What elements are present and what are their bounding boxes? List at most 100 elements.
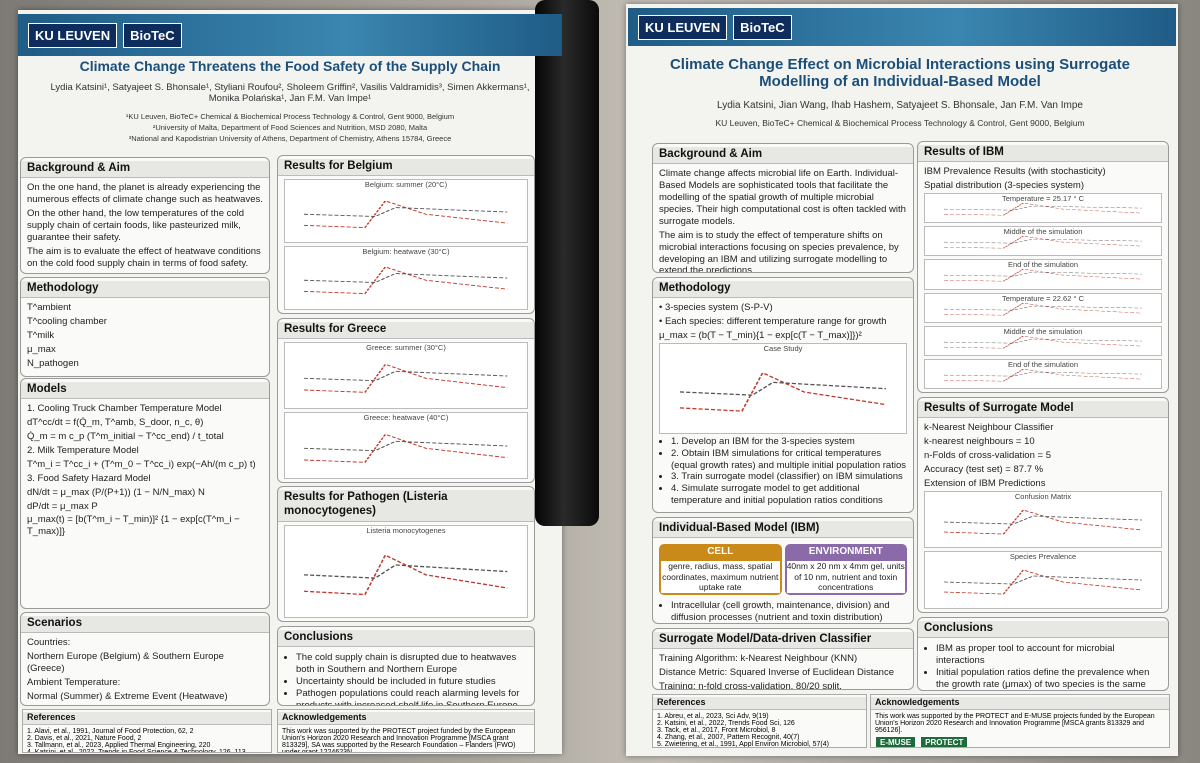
plot-area: Temperature = 25.17 ° C Middle of the sim… [924,193,1162,389]
reference: 3. Tack, et al., 2017, Front Microbiol, … [657,727,776,734]
section-text: dT^cc/dt = f(Q̇_m, T^amb, S_door, n_c, θ… [27,417,204,429]
plot-area: Greece: summer (30°C) Greece: heatwave (4… [284,342,528,479]
plot: Case Study [659,343,907,434]
plot-title: Temperature = 25.17 ° C [1001,194,1084,204]
section-text: dP/dt = μ_max P [27,500,98,512]
bullet-list: 1. Develop an IBM for the 3-species syst… [659,436,907,507]
authors: Lydia Katsini¹, Satyajeet S. Bhonsale¹, … [50,82,530,104]
plot-area: Listeria monocytogenes [284,524,528,618]
section-text: μ_max [27,344,56,355]
bullet-item: IBM as proper tool to account for microb… [936,643,1162,667]
authors: Lydia Katsini, Jian Wang, Ihab Hashem, S… [717,100,1083,111]
references-heading: References [23,712,271,725]
section-text: T^milk [27,330,55,342]
scenario-grid: CELL genre, radius, mass, spatial coordin… [659,544,907,595]
section-text: μ_max(t) = [b(T^m_i − T_min)]² {1 − exp[… [27,514,240,538]
bullet-item: 3. Train surrogate model (classifier) on… [671,471,907,483]
section-heading: Background & Aim [21,161,269,179]
acknowledgements-text: This work was supported by the PROTECT a… [875,713,1155,734]
acknowledgements-heading: Acknowledgements [871,697,1169,710]
label-box: CELL genre, radius, mass, spatial coordin… [659,544,782,595]
reference: 2. Davis, et al., 2021, Nature Food, 2 [27,735,142,742]
section: Background & Aim Climate change affects m… [652,143,914,273]
section-text: Normal (Summer) & Extreme Event (Heatwav… [27,690,228,702]
section-heading: Surrogate Model/Data-driven Classifier [653,632,913,650]
plot-illustration [304,363,508,393]
section: Conclusions IBM as proper tool to account… [917,617,1169,691]
section: Results of Surrogate Model k-Nearest Neig… [917,397,1169,613]
plot-illustration [304,433,508,463]
bullet-item: Pathogen populations could reach alarmin… [296,688,528,705]
section-heading: Results for Greece [278,322,534,340]
plot: Greece: summer (30°C) [284,342,528,410]
bullet-item: Intercellular and environmental interact… [671,624,907,625]
plot: Temperature = 22.62 ° C [924,292,1162,323]
section-text: N_pathogen [27,357,79,369]
bullet-item: 2. Obtain IBM simulations for critical t… [671,448,907,472]
section-text: T^ambient [27,302,72,314]
section: Background & Aim On the one hand, the pla… [20,157,270,274]
plot-curve [943,239,1143,244]
section: Methodology T^ambient T^cooling chamber T^m… [20,277,270,377]
section-text: Training: n-fold cross-validation, 80/20… [659,681,842,690]
plot-illustration [943,269,1143,282]
section-heading: Conclusions [278,630,534,648]
plot-illustration [679,371,887,412]
plot-curve [304,564,508,579]
plot-title: Middle of the simulation [1003,227,1083,237]
plot-curve [943,515,1143,525]
section: Scenarios Countries: Northern Europe (Belg… [20,612,270,706]
section-heading: Results of IBM [918,145,1168,163]
section: Conclusions The cold supply chain is disr… [277,626,535,706]
label-box: ENVIRONMENT 40nm x 20 nm x 4mm gel, units… [784,544,907,595]
plot: Middle of the simulation [924,325,1162,356]
plot-curve [304,363,508,393]
plot-title: Temperature = 22.62 ° C [1001,293,1084,303]
section-text: T^m_i = T^cc_i + (T^m_0 − T^cc_i) exp(−A… [27,458,256,470]
plot-curve [943,236,1143,249]
reference: 1. Abreu, et al., 2023, Sci Adv, 9(19) [657,713,769,720]
plot-curve [943,269,1143,282]
bullet-item: Initial population ratios define the pre… [936,667,1162,690]
bullet-item: 1. Develop an IBM for the 3-species syst… [671,436,907,448]
plot-curve [679,381,887,396]
reference: 4. Zhang, et al., 2007, Pattern Recognit… [657,734,800,741]
plot-title: End of the simulation [1007,359,1079,369]
partner-logo: E-MUSE [875,736,917,747]
reference: 4. Katsini, et al., 2022, Trends in Food… [27,749,246,753]
logo: KU LEUVEN [638,14,728,40]
plot-curve [943,371,1143,377]
plot-curve [943,272,1143,277]
acknowledgements: Acknowledgements This work was supported … [277,709,535,753]
plot-illustration [943,302,1143,316]
plot-illustration [943,202,1143,216]
plot-curve [304,266,508,295]
section: Results for Greece Greece: summer (30°C) G… [277,318,535,483]
plot-title: Belgium: summer (20°C) [364,180,448,190]
label-box-detail: 40nm x 20 nm x 4mm gel, units of 10 nm, … [786,560,905,593]
plot-title: Species Prevalence [1009,552,1077,562]
section-text: Pasteurized milk is selected as a case s… [27,272,263,274]
section-text: T^cooling chamber [27,316,107,328]
plot-curve [943,569,1143,595]
section-text: • Each species: different temperature ra… [659,316,887,328]
plot-area: Confusion Matrix Species Prevalence [924,490,1162,609]
reference: 2. Katsini, et al., 2022, Trends Food Sc… [657,720,795,727]
plot-curve [943,368,1143,382]
plot-title: Middle of the simulation [1003,326,1083,336]
logo: BioTeC [123,22,182,48]
label-box-detail: genre, radius, mass, spatial coordinates… [661,560,780,593]
plot-curve [943,575,1143,585]
bullet-item: Intracellular (cell growth, maintenance,… [671,600,907,623]
section-text: Extension of IBM Predictions [924,477,1046,489]
plot-curve [304,433,508,463]
plot-curve [304,199,508,228]
logo: KU LEUVEN [28,22,118,48]
plot-title: Greece: summer (30°C) [366,343,446,353]
plot-illustration [943,368,1143,382]
label-box-title: CELL [707,546,734,558]
bullet-item: Uncertainty should be included in future… [296,676,528,688]
plot-curve [943,206,1143,211]
